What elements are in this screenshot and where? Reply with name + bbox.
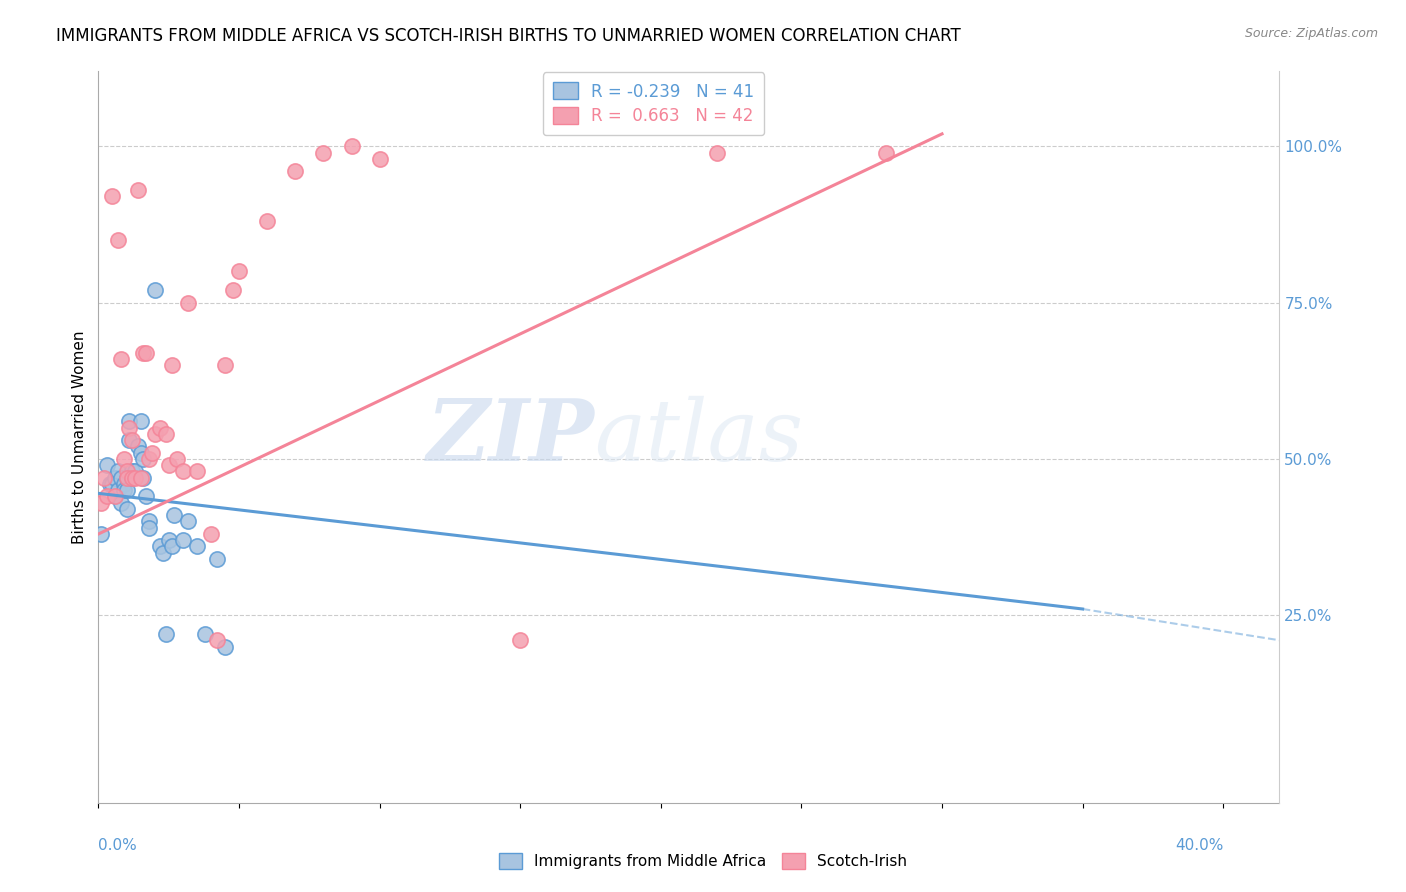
Point — [104, 490, 127, 504]
Point — [90, 527, 112, 541]
Point — [110, 471, 132, 485]
Point — [107, 465, 129, 479]
Legend: R = -0.239   N = 41, R =  0.663   N = 42: R = -0.239 N = 41, R = 0.663 N = 42 — [543, 72, 765, 136]
Point — [284, 164, 307, 178]
Point — [875, 145, 897, 160]
Point — [205, 633, 228, 648]
Point — [129, 446, 152, 460]
Point — [101, 477, 124, 491]
Point — [152, 546, 174, 560]
Point — [110, 496, 132, 510]
Point — [205, 552, 228, 566]
Point — [129, 471, 152, 485]
Point — [166, 452, 188, 467]
Point — [112, 452, 135, 467]
Point — [115, 465, 138, 479]
Point — [127, 440, 149, 454]
Point — [186, 465, 208, 479]
Point — [141, 446, 163, 460]
Point — [118, 414, 141, 428]
Point — [155, 627, 177, 641]
Point — [177, 295, 200, 310]
Point — [107, 233, 129, 247]
Point — [121, 465, 143, 479]
Point — [121, 434, 143, 448]
Point — [124, 471, 146, 485]
Text: ZIP: ZIP — [426, 395, 595, 479]
Point — [228, 264, 250, 278]
Point — [149, 540, 172, 554]
Point — [138, 452, 160, 467]
Point — [104, 471, 127, 485]
Point — [112, 477, 135, 491]
Point — [124, 465, 146, 479]
Legend: Immigrants from Middle Africa, Scotch-Irish: Immigrants from Middle Africa, Scotch-Ir… — [494, 847, 912, 875]
Point — [132, 452, 155, 467]
Point — [90, 496, 112, 510]
Point — [115, 483, 138, 498]
Point — [129, 414, 152, 428]
Point — [138, 521, 160, 535]
Text: Source: ZipAtlas.com: Source: ZipAtlas.com — [1244, 27, 1378, 40]
Y-axis label: Births to Unmarried Women: Births to Unmarried Women — [72, 330, 87, 544]
Point — [115, 502, 138, 516]
Point — [312, 145, 335, 160]
Point — [340, 139, 363, 153]
Point — [177, 515, 200, 529]
Point — [160, 358, 183, 372]
Point — [101, 189, 124, 203]
Point — [160, 540, 183, 554]
Point — [149, 420, 172, 434]
Point — [93, 471, 115, 485]
Point — [132, 345, 155, 359]
Point — [143, 283, 166, 297]
Text: 0.0%: 0.0% — [98, 838, 138, 853]
Point — [157, 533, 180, 548]
Text: 40.0%: 40.0% — [1175, 838, 1223, 853]
Point — [509, 633, 531, 648]
Point — [155, 426, 177, 441]
Point — [214, 358, 236, 372]
Point — [132, 471, 155, 485]
Point — [256, 214, 278, 228]
Point — [163, 508, 186, 523]
Point — [96, 458, 118, 473]
Point — [96, 490, 118, 504]
Point — [107, 483, 129, 498]
Point — [118, 420, 141, 434]
Point — [135, 490, 157, 504]
Point — [194, 627, 217, 641]
Point — [200, 527, 222, 541]
Point — [135, 345, 157, 359]
Point — [157, 458, 180, 473]
Point — [104, 490, 127, 504]
Point — [172, 533, 194, 548]
Text: atlas: atlas — [595, 396, 804, 478]
Point — [121, 471, 143, 485]
Point — [98, 477, 121, 491]
Point — [368, 152, 391, 166]
Point — [186, 540, 208, 554]
Point — [121, 471, 143, 485]
Point — [138, 515, 160, 529]
Point — [118, 434, 141, 448]
Point — [222, 283, 245, 297]
Point — [706, 145, 728, 160]
Point — [112, 483, 135, 498]
Point — [115, 471, 138, 485]
Point — [172, 465, 194, 479]
Point — [143, 426, 166, 441]
Point — [127, 183, 149, 197]
Point — [110, 351, 132, 366]
Text: IMMIGRANTS FROM MIDDLE AFRICA VS SCOTCH-IRISH BIRTHS TO UNMARRIED WOMEN CORRELAT: IMMIGRANTS FROM MIDDLE AFRICA VS SCOTCH-… — [56, 27, 960, 45]
Point — [214, 640, 236, 654]
Point — [115, 471, 138, 485]
